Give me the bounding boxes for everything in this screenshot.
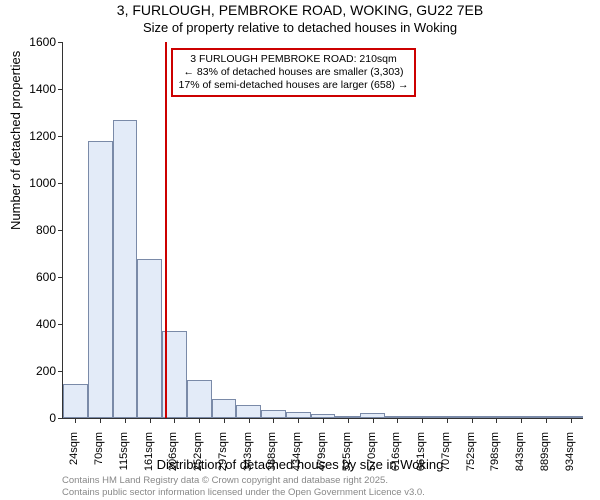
footer-line-2: Contains public sector information licen… bbox=[62, 487, 425, 498]
x-tick-label: 388sqm bbox=[266, 432, 278, 482]
y-tick-mark bbox=[58, 89, 63, 90]
x-tick-label: 889sqm bbox=[539, 432, 551, 482]
histogram-bar bbox=[212, 399, 237, 418]
chart-subtitle: Size of property relative to detached ho… bbox=[0, 20, 600, 35]
annotation-line-1: 3 FURLOUGH PEMBROKE ROAD: 210sqm bbox=[179, 53, 409, 66]
x-tick-mark bbox=[249, 418, 250, 423]
x-tick-mark bbox=[521, 418, 522, 423]
x-tick-mark bbox=[298, 418, 299, 423]
x-tick-mark bbox=[125, 418, 126, 423]
x-tick-mark bbox=[422, 418, 423, 423]
chart-title: 3, FURLOUGH, PEMBROKE ROAD, WOKING, GU22… bbox=[0, 2, 600, 18]
x-tick-mark bbox=[447, 418, 448, 423]
y-tick-label: 1600 bbox=[29, 35, 56, 49]
histogram-bar bbox=[236, 405, 261, 418]
y-tick-label: 0 bbox=[49, 411, 56, 425]
x-tick-label: 24sqm bbox=[68, 432, 80, 482]
x-tick-mark bbox=[323, 418, 324, 423]
y-tick-mark bbox=[58, 42, 63, 43]
plot-area: 3 FURLOUGH PEMBROKE ROAD: 210sqm ← 83% o… bbox=[62, 42, 583, 419]
x-tick-label: 752sqm bbox=[465, 432, 477, 482]
y-tick-mark bbox=[58, 324, 63, 325]
x-tick-label: 115sqm bbox=[118, 432, 130, 482]
x-tick-mark bbox=[571, 418, 572, 423]
annotation-line-3: 17% of semi-detached houses are larger (… bbox=[179, 79, 409, 92]
x-tick-label: 161sqm bbox=[143, 432, 155, 482]
x-tick-mark bbox=[472, 418, 473, 423]
x-tick-label: 525sqm bbox=[341, 432, 353, 482]
histogram-bar bbox=[88, 141, 113, 418]
x-tick-label: 570sqm bbox=[366, 432, 378, 482]
chart-container: 3, FURLOUGH, PEMBROKE ROAD, WOKING, GU22… bbox=[0, 0, 600, 500]
annotation-box: 3 FURLOUGH PEMBROKE ROAD: 210sqm ← 83% o… bbox=[171, 48, 417, 97]
x-tick-mark bbox=[100, 418, 101, 423]
y-axis-label: Number of detached properties bbox=[8, 51, 23, 230]
x-tick-label: 343sqm bbox=[242, 432, 254, 482]
x-tick-mark bbox=[348, 418, 349, 423]
x-tick-mark bbox=[199, 418, 200, 423]
x-tick-mark bbox=[75, 418, 76, 423]
x-tick-mark bbox=[373, 418, 374, 423]
histogram-bar bbox=[187, 380, 212, 418]
x-tick-label: 479sqm bbox=[316, 432, 328, 482]
x-tick-mark bbox=[496, 418, 497, 423]
x-tick-label: 661sqm bbox=[415, 432, 427, 482]
x-tick-mark bbox=[224, 418, 225, 423]
y-tick-mark bbox=[58, 230, 63, 231]
x-tick-label: 843sqm bbox=[514, 432, 526, 482]
y-tick-mark bbox=[58, 136, 63, 137]
y-tick-label: 600 bbox=[36, 270, 56, 284]
x-tick-label: 616sqm bbox=[390, 432, 402, 482]
y-tick-label: 1000 bbox=[29, 176, 56, 190]
y-tick-mark bbox=[58, 371, 63, 372]
y-tick-mark bbox=[58, 418, 63, 419]
x-tick-mark bbox=[546, 418, 547, 423]
y-tick-mark bbox=[58, 277, 63, 278]
y-tick-mark bbox=[58, 183, 63, 184]
x-tick-mark bbox=[174, 418, 175, 423]
y-tick-label: 200 bbox=[36, 364, 56, 378]
x-tick-label: 707sqm bbox=[440, 432, 452, 482]
y-tick-label: 800 bbox=[36, 223, 56, 237]
x-tick-label: 297sqm bbox=[217, 432, 229, 482]
histogram-bar bbox=[137, 259, 162, 418]
y-tick-label: 1400 bbox=[29, 82, 56, 96]
marker-line bbox=[165, 42, 167, 418]
x-tick-label: 206sqm bbox=[167, 432, 179, 482]
annotation-line-2: ← 83% of detached houses are smaller (3,… bbox=[179, 66, 409, 79]
x-tick-label: 934sqm bbox=[564, 432, 576, 482]
x-tick-label: 70sqm bbox=[93, 432, 105, 482]
x-tick-mark bbox=[273, 418, 274, 423]
y-tick-label: 1200 bbox=[29, 129, 56, 143]
x-tick-label: 798sqm bbox=[489, 432, 501, 482]
histogram-bar bbox=[113, 120, 138, 418]
x-tick-mark bbox=[397, 418, 398, 423]
x-tick-mark bbox=[150, 418, 151, 423]
histogram-bar bbox=[63, 384, 88, 418]
x-tick-label: 252sqm bbox=[192, 432, 204, 482]
histogram-bar bbox=[261, 410, 286, 418]
x-tick-label: 434sqm bbox=[291, 432, 303, 482]
y-tick-label: 400 bbox=[36, 317, 56, 331]
